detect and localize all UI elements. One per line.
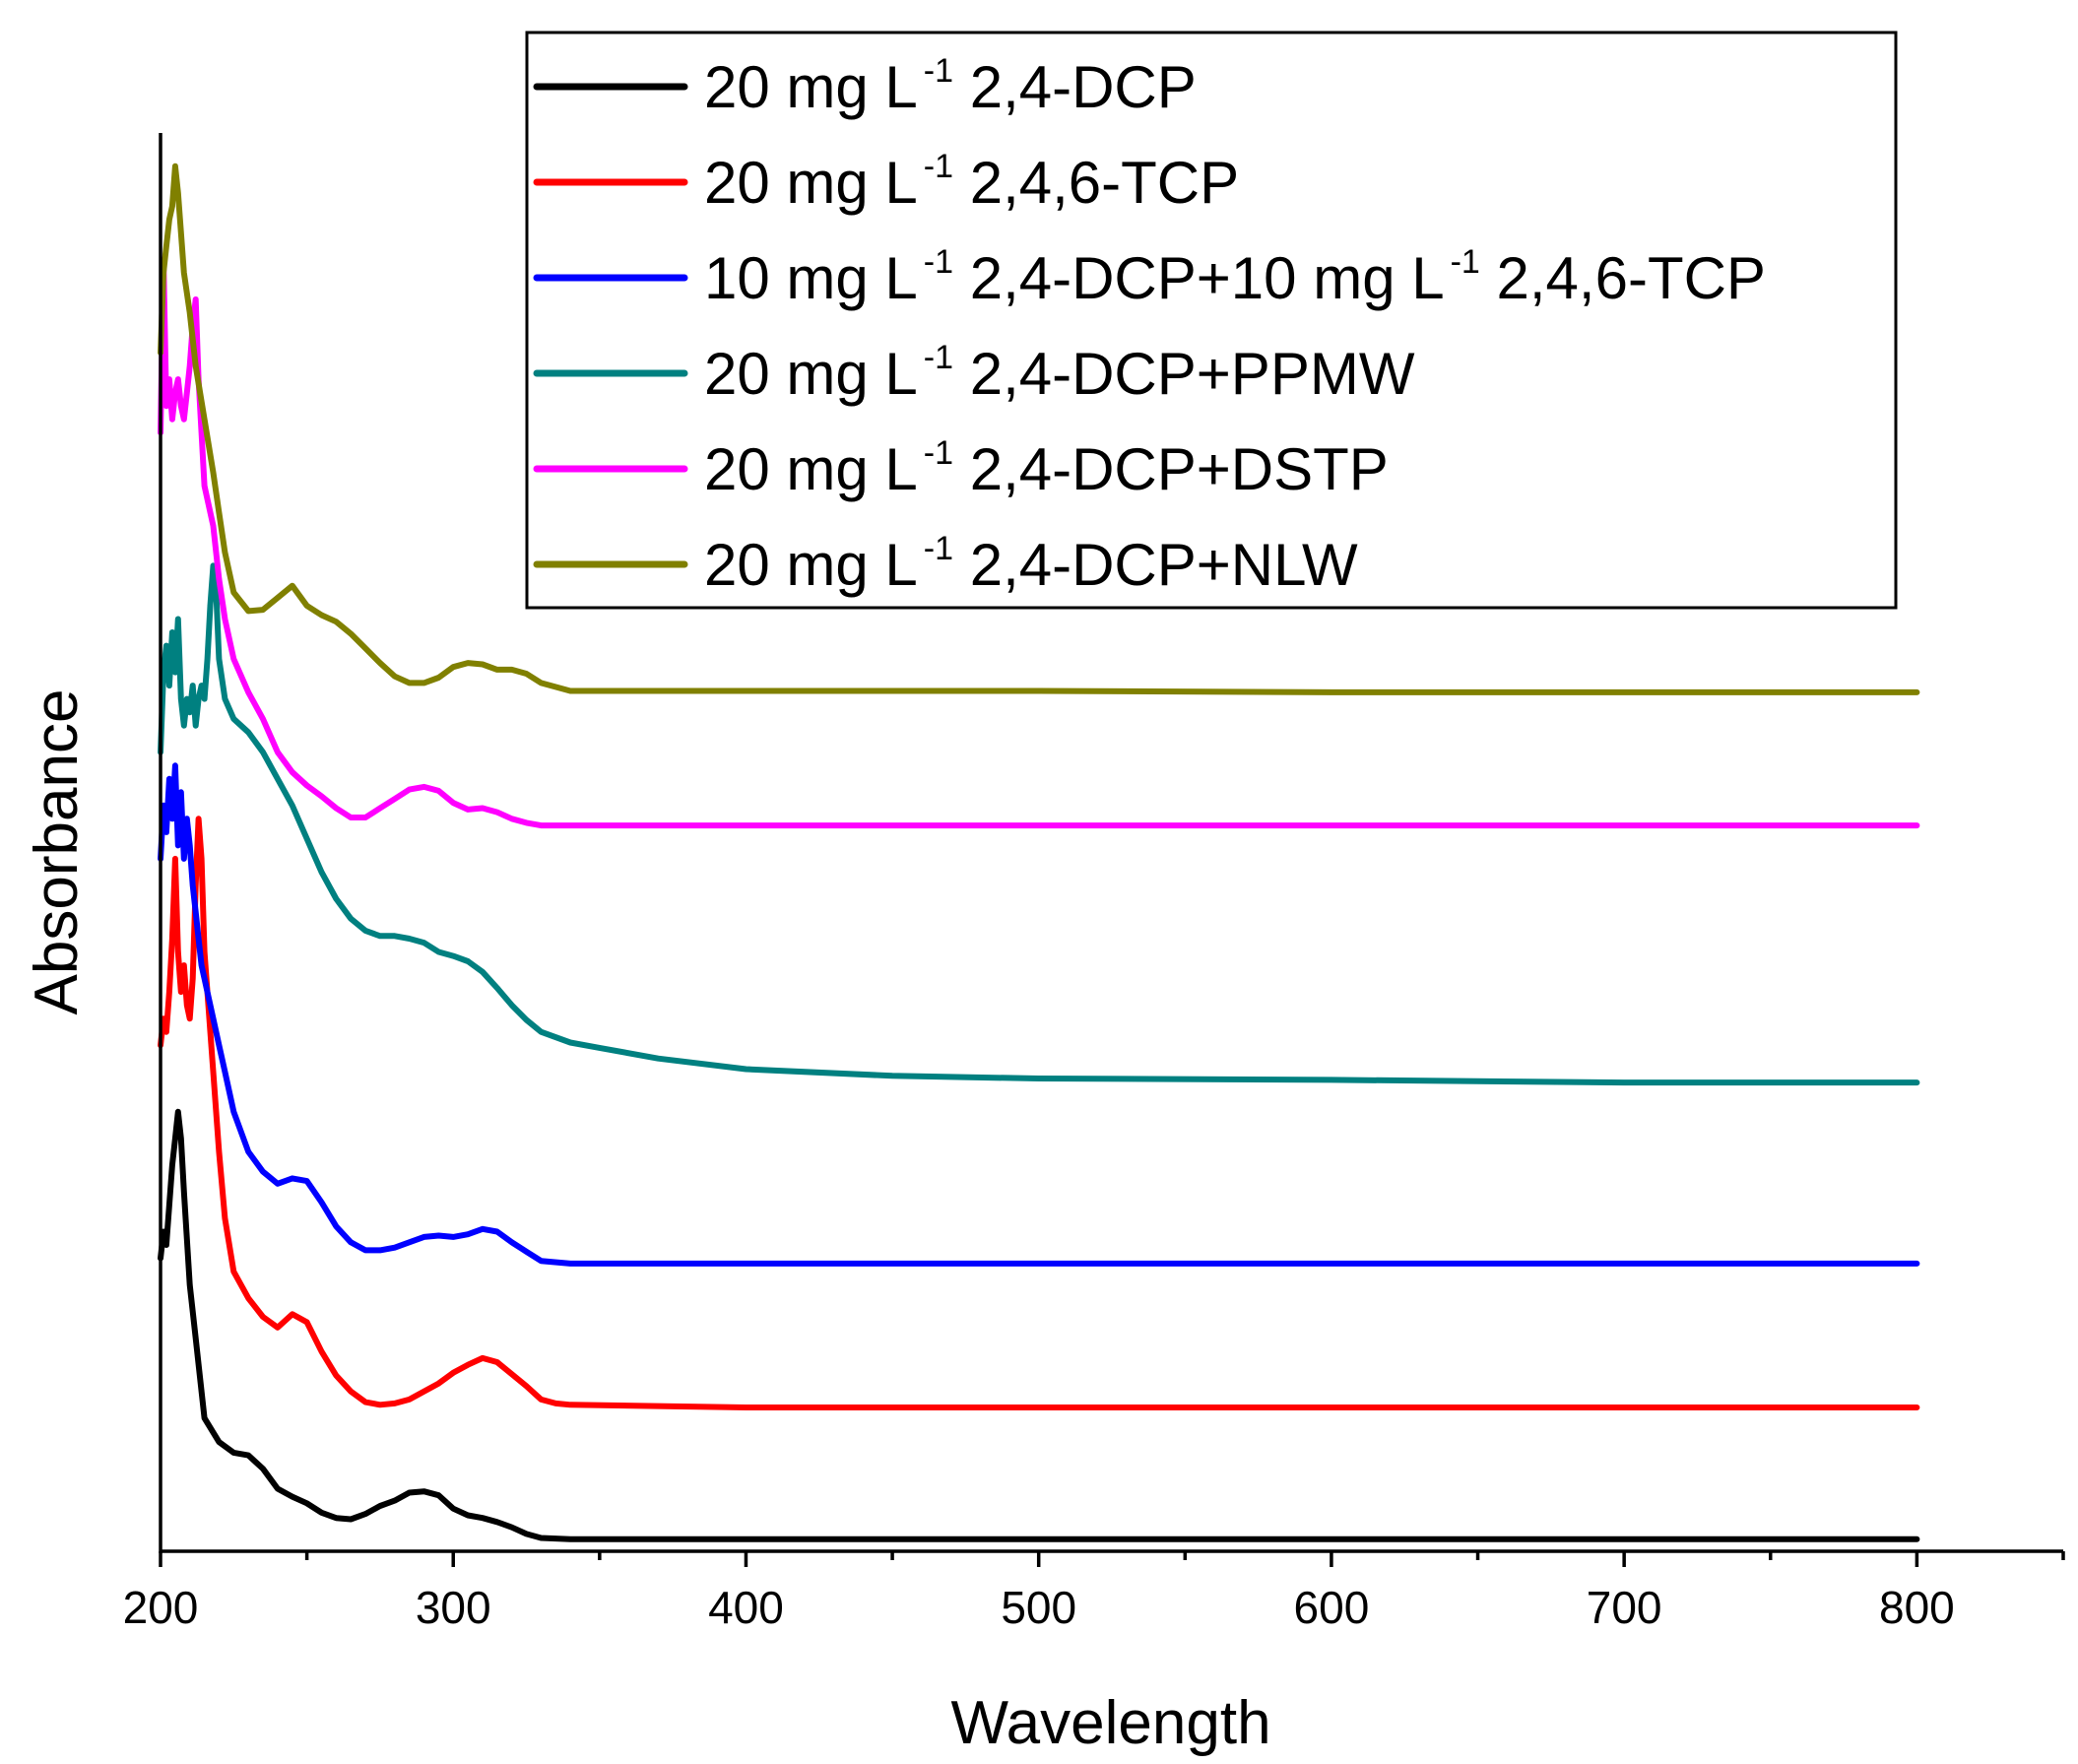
legend-text-part: 2,4-DCP+NLW <box>953 532 1358 598</box>
legend-text-part: 10 mg L <box>704 245 918 311</box>
series-line-3 <box>158 762 1920 1267</box>
legend-text-part: 20 mg L <box>704 341 918 407</box>
legend-text-part: -1 <box>924 148 953 185</box>
x-tick-label: 500 <box>1001 1582 1076 1633</box>
series-line-6 <box>158 163 1920 695</box>
legend-text-part: -1 <box>924 434 953 472</box>
legend-text-part: 2,4-DCP+10 mg L <box>953 245 1445 311</box>
legend-text-part: 20 mg L <box>704 150 918 216</box>
legend-text-part: 2,4,6-TCP <box>1480 245 1766 311</box>
legend-label-2: 20 mg L -1 2,4,6-TCP <box>704 148 1239 216</box>
legend-box <box>525 31 1898 610</box>
y-axis-title: Absorbance <box>23 689 91 1015</box>
x-tick-label: 200 <box>123 1582 199 1633</box>
legend-label-6: 20 mg L -1 2,4-DCP+NLW <box>704 530 1358 598</box>
legend-label-1: 20 mg L -1 2,4-DCP <box>704 52 1197 120</box>
legend-text-part: 2,4-DCP+PPMW <box>953 341 1415 407</box>
series-layer <box>158 163 1920 1542</box>
series-line-2 <box>158 816 1920 1410</box>
series-line-1 <box>158 1108 1920 1542</box>
legend-text-part: -1 <box>924 339 953 376</box>
legend-label-3: 10 mg L -1 2,4-DCP+10 mg L -1 2,4,6-TCP <box>704 243 1766 311</box>
x-tick-label: 300 <box>416 1582 491 1633</box>
x-tick-label: 600 <box>1294 1582 1370 1633</box>
x-tick-label: 700 <box>1587 1582 1662 1633</box>
legend-text-part: -1 <box>924 52 953 90</box>
legend-text-part: 20 mg L <box>704 54 918 120</box>
legend-text-part: -1 <box>1451 243 1480 281</box>
x-tick-label: 800 <box>1879 1582 1955 1633</box>
legend-text-part: 2,4-DCP+DSTP <box>953 436 1389 502</box>
legend-text-part: 20 mg L <box>704 436 918 502</box>
plot-area: 200 300 400 500 600 700 800 <box>123 133 2065 1633</box>
x-ticks: 200 300 400 500 600 700 800 <box>123 1551 2065 1633</box>
legend-label-4: 20 mg L -1 2,4-DCP+PPMW <box>704 339 1415 407</box>
legend-text-part: 20 mg L <box>704 532 918 598</box>
legend-text-part: -1 <box>924 530 953 567</box>
legend-label-5: 20 mg L -1 2,4-DCP+DSTP <box>704 434 1389 502</box>
series-line-5 <box>158 256 1920 829</box>
legend-text-part: 2,4,6-TCP <box>953 150 1239 216</box>
series-line-4 <box>158 562 1920 1086</box>
x-axis-title: Wavelength <box>950 1689 1270 1757</box>
x-tick-label: 400 <box>708 1582 784 1633</box>
legend-text-part: -1 <box>924 243 953 281</box>
legend-text-part: 2,4-DCP <box>953 54 1197 120</box>
